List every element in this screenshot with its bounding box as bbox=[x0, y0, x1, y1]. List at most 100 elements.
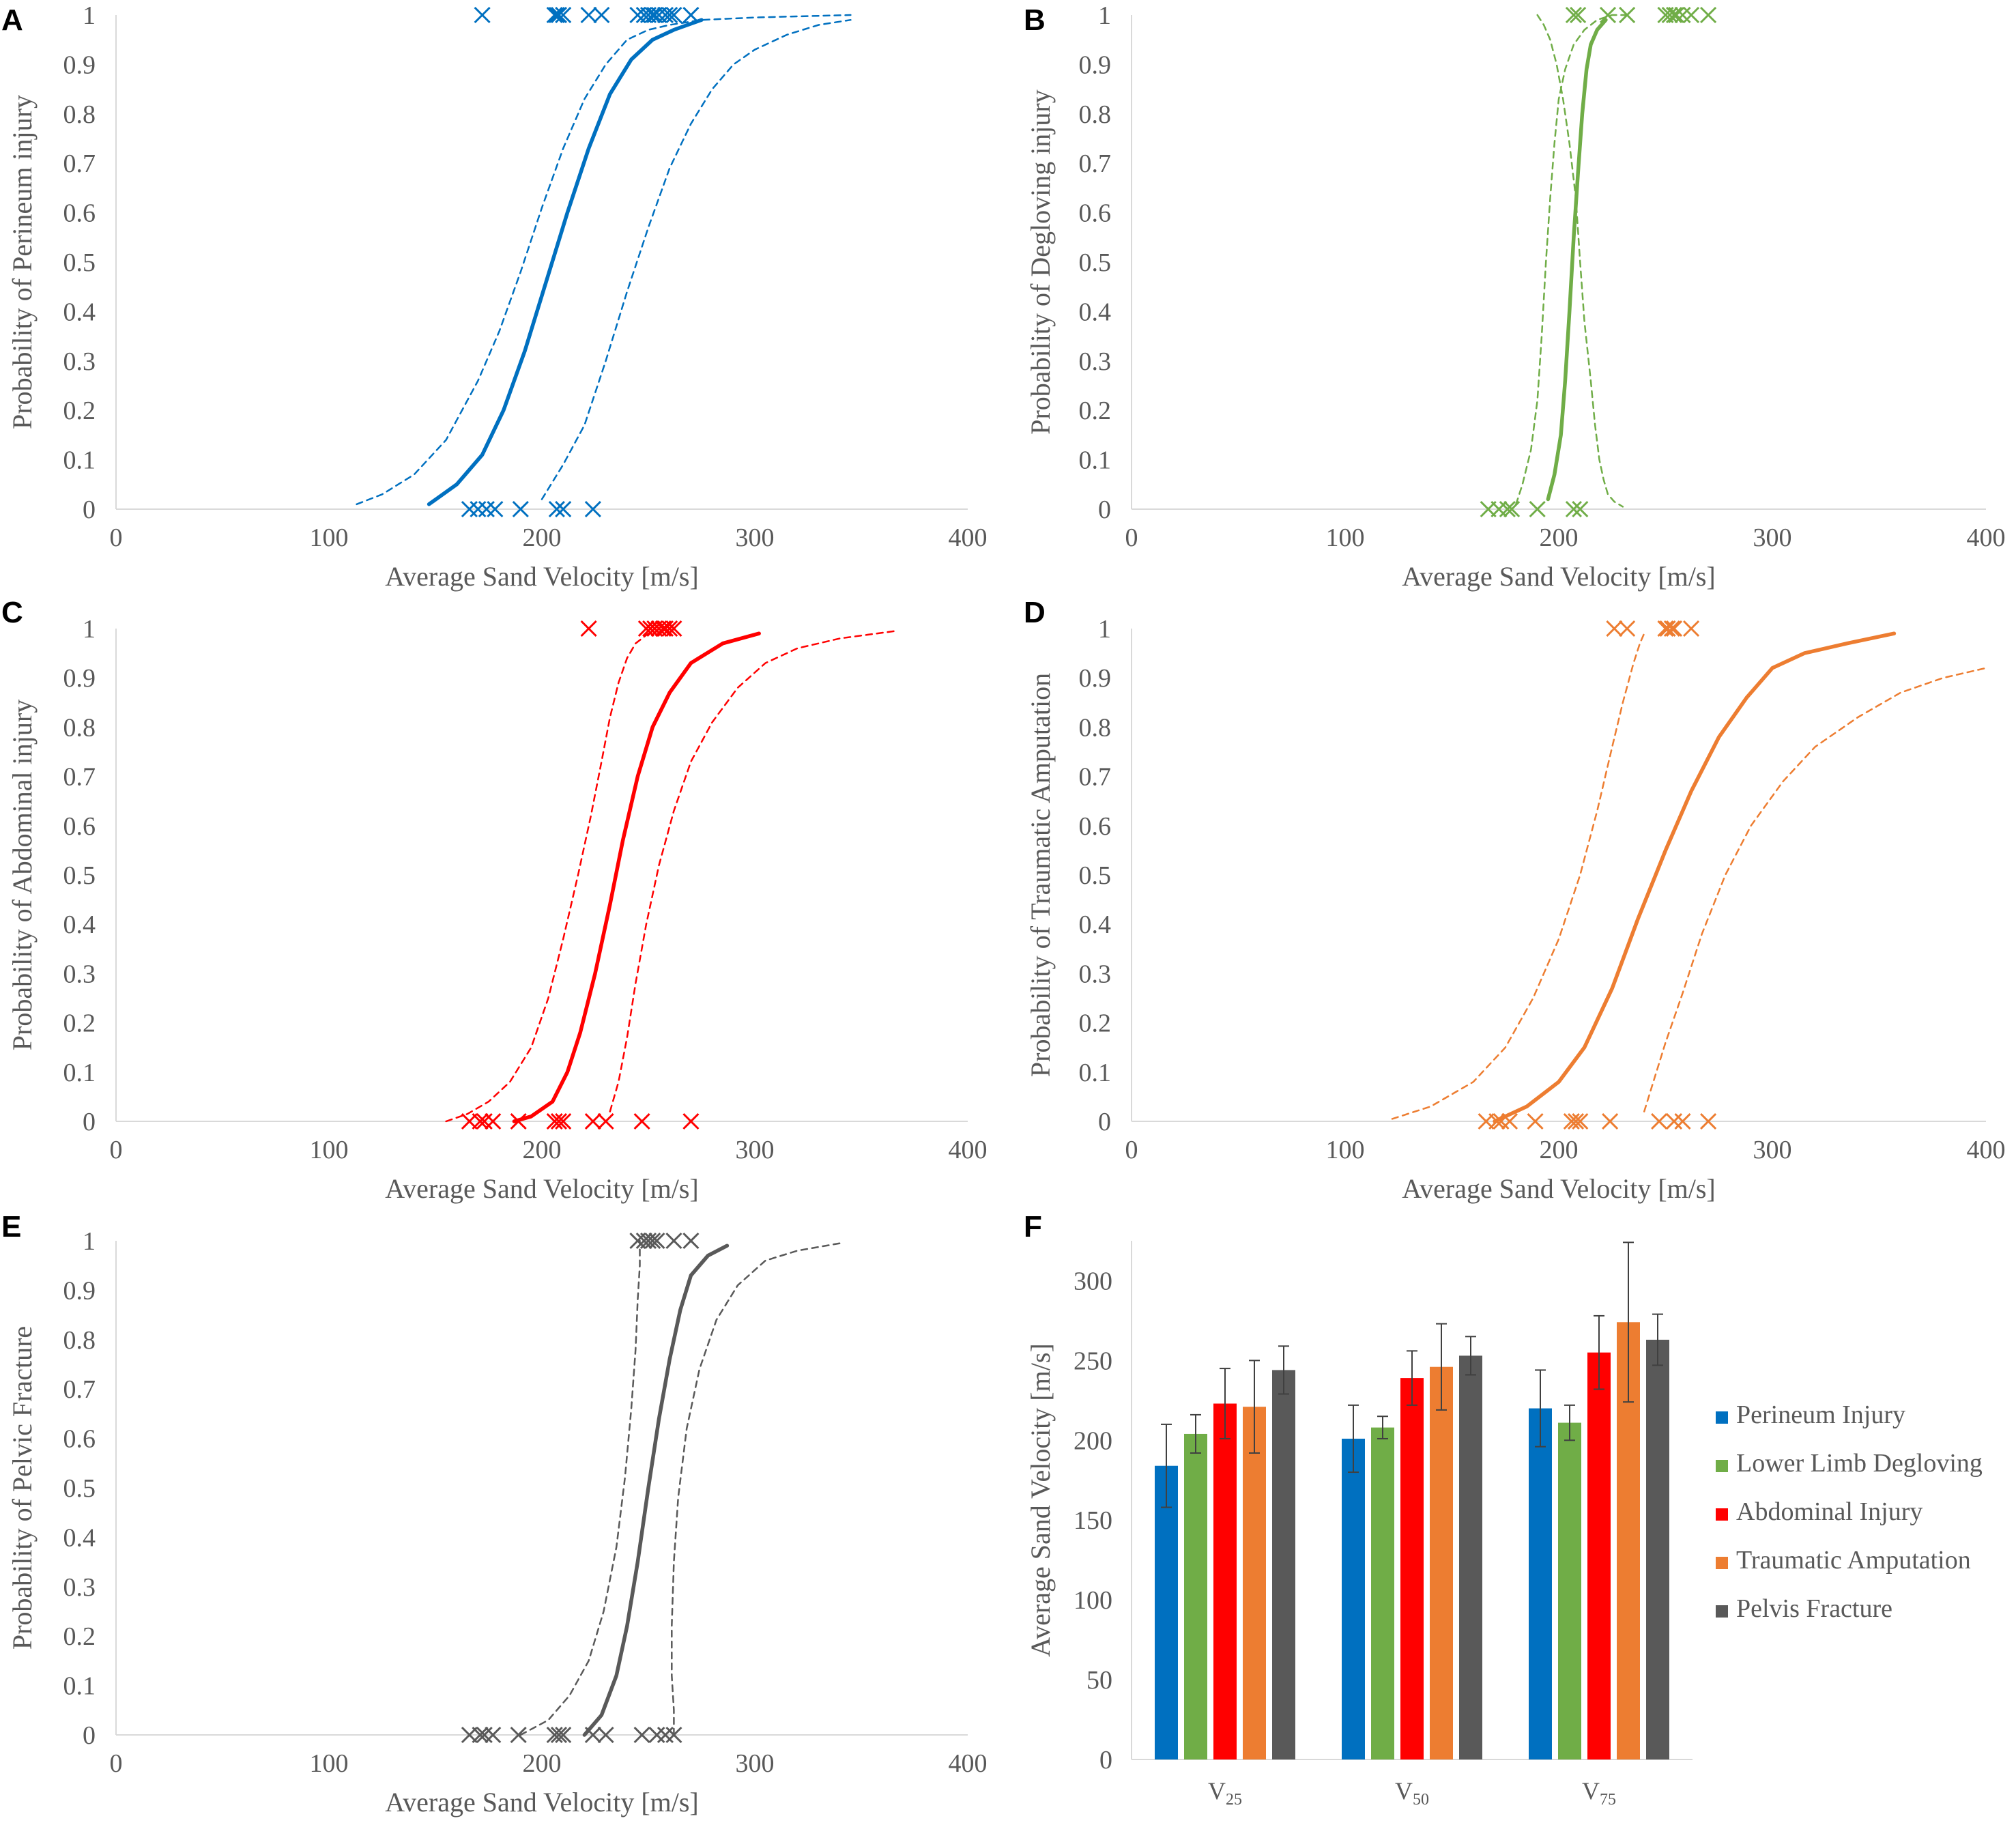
observation-marker bbox=[1665, 6, 1683, 24]
y-tick-label: 0 bbox=[83, 1108, 96, 1136]
y-tick-label: 0.2 bbox=[63, 1622, 96, 1651]
observation-marker bbox=[474, 6, 491, 24]
y-tick-label: 0.6 bbox=[63, 199, 96, 228]
x-tick-label: 200 bbox=[1540, 1136, 1579, 1164]
observation-marker bbox=[555, 1726, 572, 1744]
marker-stroke bbox=[1565, 500, 1582, 518]
observation-marker bbox=[472, 1112, 489, 1130]
marker-stroke bbox=[661, 620, 678, 637]
x-tick-label: 200 bbox=[523, 1749, 562, 1778]
y-tick-label: 0.3 bbox=[1079, 347, 1112, 376]
observation-marker bbox=[1619, 620, 1636, 637]
observation-marker bbox=[478, 500, 495, 518]
y-tick-label: 0.9 bbox=[63, 664, 96, 693]
observation-marker bbox=[639, 1232, 657, 1250]
y-tick-label: 0.4 bbox=[63, 298, 96, 326]
marker-stroke bbox=[1682, 620, 1700, 637]
marker-stroke bbox=[550, 6, 568, 24]
y-tick-label: 50 bbox=[1086, 1666, 1112, 1695]
y-tick-label: 0.3 bbox=[63, 1573, 96, 1602]
observation-marker bbox=[1529, 500, 1546, 518]
legend-label: Lower Limb Degloving bbox=[1736, 1449, 1983, 1478]
x-tick-label: 300 bbox=[736, 1136, 775, 1164]
y-tick-label: 0.6 bbox=[63, 1425, 96, 1454]
observation-marker bbox=[1700, 1112, 1717, 1130]
observation-marker bbox=[510, 1112, 527, 1130]
observation-marker bbox=[1565, 6, 1582, 24]
marker-stroke bbox=[1501, 1112, 1518, 1130]
marker-stroke bbox=[665, 1232, 682, 1250]
observation-marker bbox=[1682, 620, 1700, 637]
category-label: V75 bbox=[1582, 1777, 1616, 1809]
observation-marker bbox=[661, 620, 678, 637]
bar bbox=[1342, 1438, 1365, 1759]
x-tick-label: 100 bbox=[310, 1749, 349, 1778]
observation-marker bbox=[682, 1232, 700, 1250]
marker-stroke bbox=[682, 1232, 700, 1250]
marker-stroke bbox=[550, 1726, 568, 1744]
observation-marker bbox=[1674, 6, 1691, 24]
panel-label: F bbox=[1024, 1210, 1042, 1244]
marker-stroke bbox=[555, 6, 572, 24]
observation-marker bbox=[633, 1726, 650, 1744]
observation-marker bbox=[555, 6, 572, 24]
legend-item: Perineum Injury bbox=[1716, 1400, 1905, 1429]
observation-marker bbox=[1599, 6, 1617, 24]
x-tick-label: 400 bbox=[949, 1749, 988, 1778]
y-tick-label: 0.4 bbox=[63, 1523, 96, 1552]
y-tick-label: 0.8 bbox=[63, 713, 96, 742]
marker-stroke bbox=[546, 1726, 563, 1744]
marker-stroke bbox=[1491, 500, 1508, 518]
y-tick-label: 0.9 bbox=[63, 51, 96, 79]
y-tick-label: 0.2 bbox=[63, 397, 96, 425]
y-axis-title: Probability of Abdominal injury bbox=[7, 700, 38, 1050]
marker-stroke bbox=[1665, 6, 1683, 24]
observation-marker bbox=[550, 6, 568, 24]
marker-stroke bbox=[665, 620, 682, 637]
legend-swatch bbox=[1716, 1605, 1728, 1618]
y-tick-label: 0.5 bbox=[63, 248, 96, 277]
category-label-sub: 25 bbox=[1226, 1791, 1242, 1809]
marker-stroke bbox=[478, 500, 495, 518]
observation-marker bbox=[580, 620, 597, 637]
observation-marker bbox=[487, 500, 504, 518]
ci-upper-line bbox=[445, 632, 650, 1123]
observation-marker bbox=[584, 1726, 601, 1744]
x-tick-label: 100 bbox=[310, 523, 349, 552]
observation-marker bbox=[661, 6, 678, 24]
bar bbox=[1213, 1403, 1237, 1759]
marker-stroke bbox=[476, 1726, 493, 1744]
observation-marker bbox=[682, 1112, 700, 1130]
observation-marker bbox=[635, 1232, 652, 1250]
observation-marker bbox=[665, 6, 682, 24]
bar bbox=[1184, 1433, 1207, 1759]
observation-marker bbox=[548, 6, 565, 24]
y-tick-label: 0.7 bbox=[63, 1375, 96, 1404]
x-tick-label: 300 bbox=[1753, 523, 1792, 552]
ci-lower-line bbox=[609, 630, 897, 1112]
marker-stroke bbox=[476, 1112, 493, 1130]
x-tick-label: 0 bbox=[110, 1749, 123, 1778]
marker-stroke bbox=[635, 1232, 652, 1250]
marker-stroke bbox=[510, 1726, 527, 1744]
marker-stroke bbox=[580, 6, 597, 24]
panel-label: B bbox=[1024, 3, 1046, 37]
marker-stroke bbox=[1563, 1112, 1580, 1130]
observation-marker bbox=[1602, 1112, 1619, 1130]
x-tick-label: 400 bbox=[1967, 523, 2006, 552]
panel-d: D 0 0.1 0.2 0.3 0.4 0.5 0.6 0.7 0.8 0.9 1 0 100 200 300… bbox=[1024, 596, 2006, 1204]
y-tick-label: 0.3 bbox=[1079, 960, 1112, 988]
x-axis-title: Average Sand Velocity [m/s] bbox=[1402, 1173, 1716, 1204]
y-tick-label: 0.1 bbox=[63, 1059, 96, 1087]
marker-stroke bbox=[1567, 1112, 1585, 1130]
y-tick-label: 0.8 bbox=[63, 100, 96, 129]
marker-stroke bbox=[1663, 620, 1680, 637]
y-tick-label: 0.1 bbox=[63, 1672, 96, 1701]
marker-stroke bbox=[1657, 620, 1674, 637]
y-tick-label: 0.4 bbox=[1079, 910, 1112, 939]
ci-lower-line bbox=[671, 1242, 841, 1736]
y-tick-label: 0.6 bbox=[63, 812, 96, 841]
legend-swatch bbox=[1716, 1460, 1728, 1472]
observation-marker bbox=[550, 1726, 568, 1744]
